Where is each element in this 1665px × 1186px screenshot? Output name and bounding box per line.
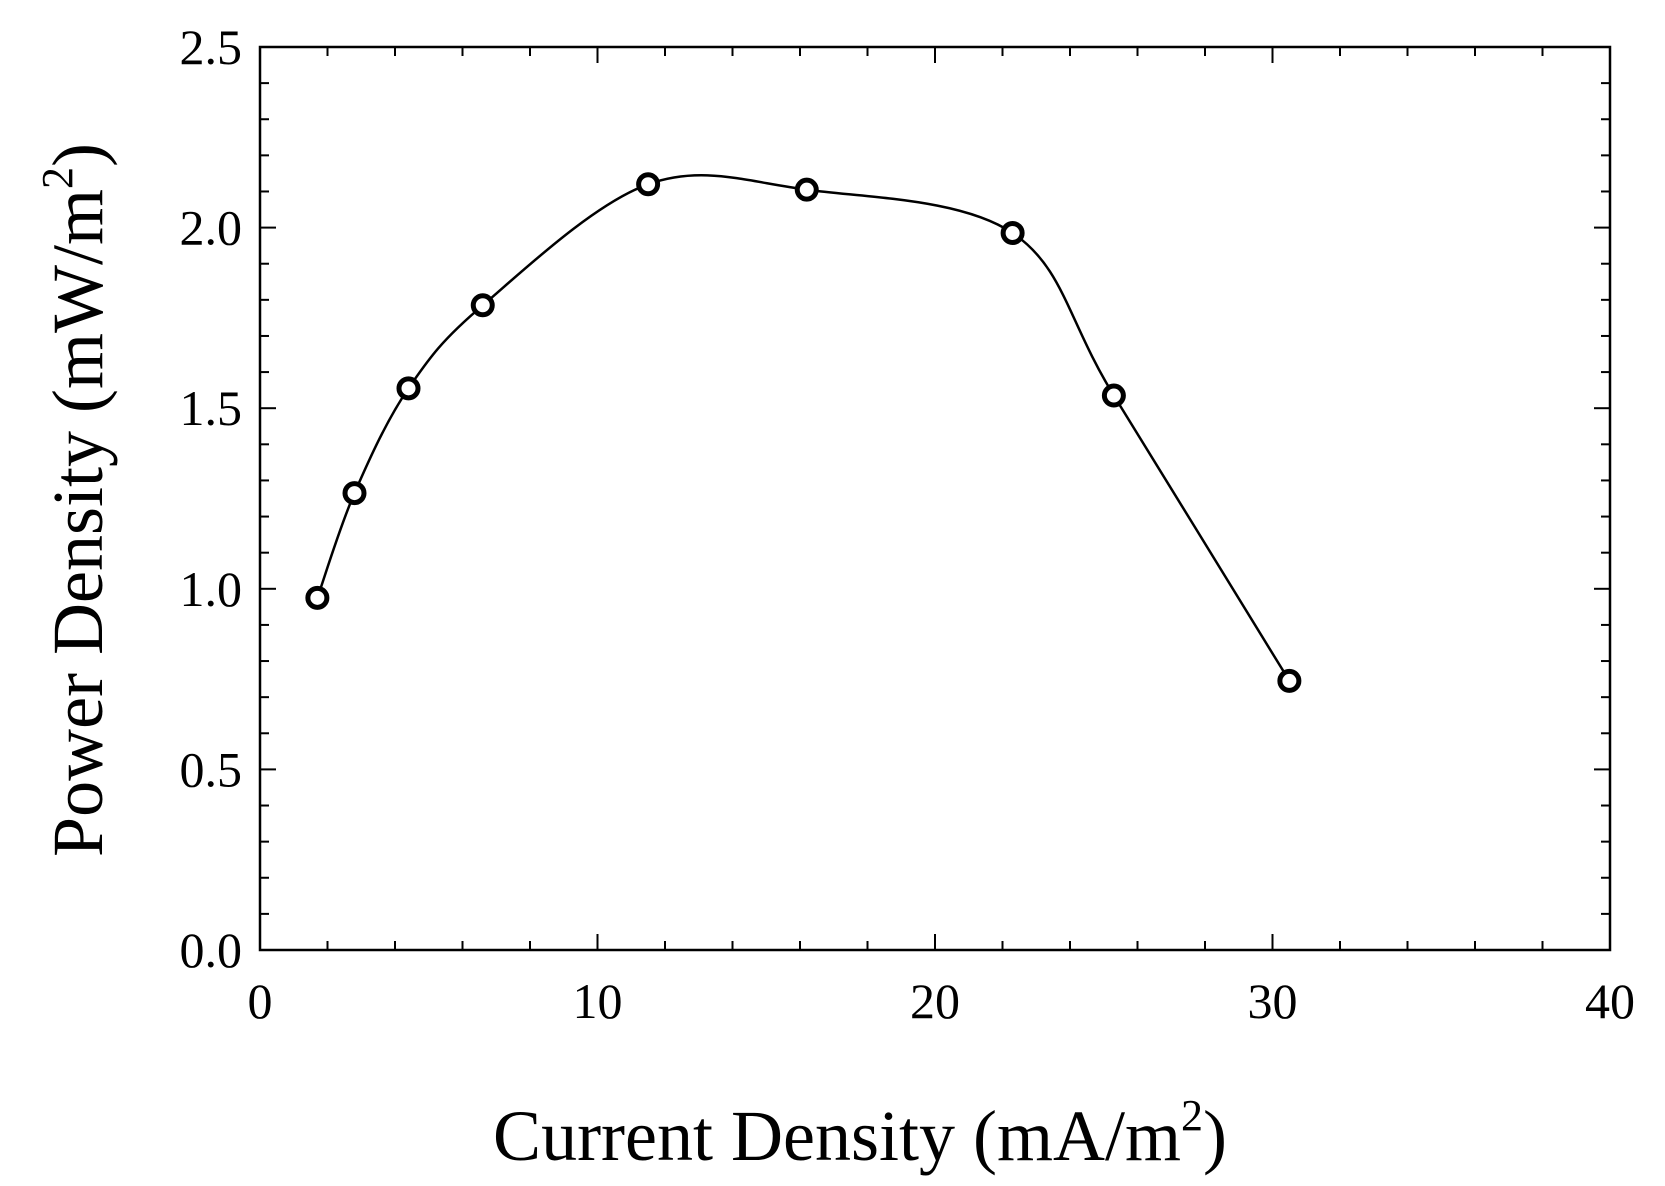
x-tick-labels: 0 10 20 30 40 [248,973,1636,1029]
data-point [305,585,330,610]
y-axis-title: Power Density (mW/m2) [33,143,118,857]
y-tick-label: 2.0 [180,200,243,256]
data-point [396,376,421,401]
x-tick-label: 0 [248,973,273,1029]
data-point [1277,668,1302,693]
y-tick-label: 2.5 [180,19,243,75]
plot-frame [258,45,1612,952]
y-tick-labels: 0.0 0.5 1.0 1.5 2.0 2.5 [180,19,243,978]
x-axis-title: Current Density (mA/m2) [493,1091,1227,1176]
minor-ticks [260,47,1610,950]
x-tick-label: 30 [1248,973,1298,1029]
y-tick-label: 0.0 [180,922,243,978]
series-curve [316,174,1291,682]
major-ticks [259,46,1611,951]
x-tick-label: 10 [573,973,623,1029]
x-tick-label: 40 [1585,973,1635,1029]
data-point [470,293,495,318]
x-tick-label: 20 [910,973,960,1029]
y-tick-label: 1.0 [180,561,243,617]
data-markers [305,172,1302,693]
data-point [1000,221,1025,246]
data-point [342,481,367,506]
y-tick-label: 0.5 [180,741,243,797]
data-point [1101,383,1126,408]
data-point [636,172,661,197]
y-tick-label: 1.5 [180,380,243,436]
data-point [794,177,819,202]
